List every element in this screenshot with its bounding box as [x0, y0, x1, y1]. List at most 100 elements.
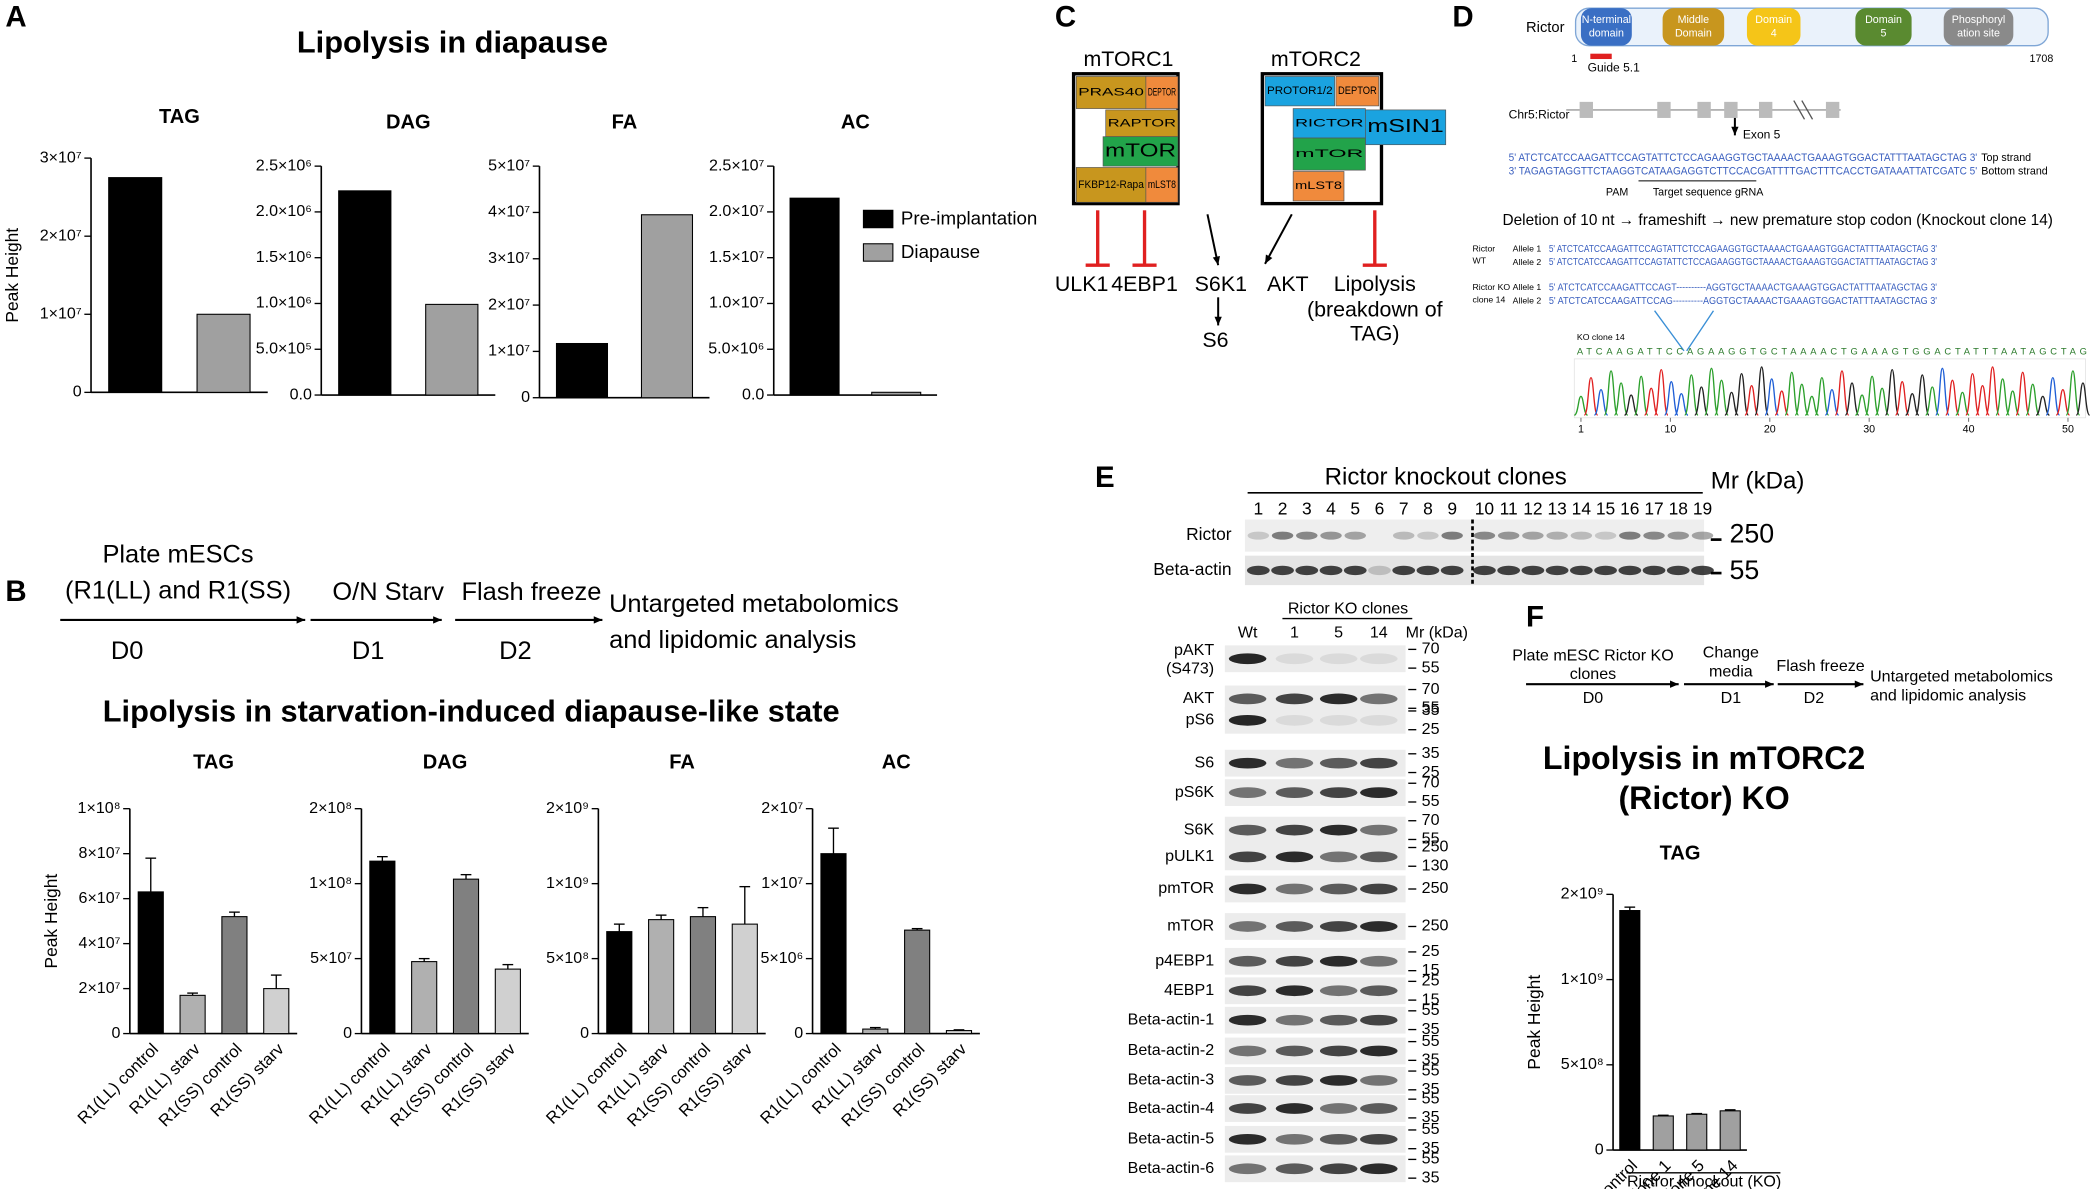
trace-peak: [2055, 389, 2071, 416]
chart-title: TAG: [159, 106, 200, 128]
y-tick-label: 0: [112, 1024, 121, 1042]
y-axis-label: Peak Height: [41, 874, 61, 969]
arrow-head: [1854, 680, 1864, 688]
domain-label: Domain: [1755, 14, 1792, 26]
band: [1569, 565, 1593, 576]
band: [1275, 1075, 1314, 1086]
y-tick-label: 1×10⁷: [40, 305, 82, 323]
sequence: 5' ATCTCATCCAAGATTCCAG----------AGGTGCTA…: [1549, 296, 1937, 307]
band: [1275, 653, 1314, 665]
band: [1275, 757, 1314, 769]
trace-peak: [1734, 372, 1749, 416]
band: [1667, 531, 1689, 540]
marker-label: 35: [1422, 701, 1440, 719]
row-label: p4EBP1: [1155, 952, 1214, 970]
lane-label: 10: [1475, 499, 1494, 519]
y-tick-label: 0: [580, 1024, 589, 1042]
trace-peak: [1814, 376, 1830, 416]
band: [1275, 693, 1314, 705]
domain: [1855, 8, 1912, 46]
bar: [640, 214, 694, 399]
domain-label: Middle: [1678, 14, 1710, 26]
bar: [425, 303, 479, 396]
y-tick-label: 2.5×10⁶: [256, 156, 312, 174]
allele-group: Rictor KO: [1473, 282, 1511, 292]
subunit: [1145, 76, 1179, 109]
flow-day: D0: [1583, 689, 1604, 707]
band: [1691, 565, 1714, 576]
marker-label: 35: [1422, 1020, 1440, 1038]
subunit: [1105, 109, 1179, 138]
row-label: pS6K: [1175, 783, 1215, 801]
band: [1473, 565, 1496, 576]
bar: [1619, 910, 1641, 1151]
trace-peak: [1995, 378, 2010, 416]
band: [1319, 565, 1343, 576]
lane-label: 1: [1253, 499, 1263, 519]
bar: [862, 1028, 889, 1035]
target-label: Target sequence gRNA: [1653, 187, 1764, 199]
bar: [606, 931, 633, 1035]
chart-title: DAG: [423, 751, 468, 773]
break-mark: [1793, 100, 1806, 120]
band: [1319, 1075, 1358, 1086]
legend-label: Pre-implantation: [901, 208, 1037, 229]
marker-label: 55: [1422, 1032, 1440, 1050]
exon-label: Exon 5: [1743, 128, 1781, 142]
subunit-label: PROTOR1/2: [1267, 85, 1333, 97]
sequence: 5' ATCTCATCCAAGATTCCAGTATTCTCCAGAAGGTGCT…: [1509, 152, 1978, 164]
panel-label: B: [5, 575, 26, 608]
bar: [1686, 1113, 1708, 1151]
position-label: 1708: [2030, 53, 2054, 65]
y-tick-label: 5×10⁶: [760, 949, 803, 967]
lane-label: 14: [1370, 624, 1388, 642]
bar: [820, 853, 847, 1035]
trace-peak: [1624, 394, 1639, 416]
band: [1343, 565, 1367, 576]
exon: [1697, 101, 1711, 118]
y-tick-label: 1×10⁷: [761, 874, 803, 892]
trace-peak: [1714, 379, 1729, 416]
marker-label: 35: [1422, 1168, 1440, 1186]
marker-label: 250: [1422, 838, 1449, 856]
trace-peak: [1694, 386, 1709, 416]
break-mark: [1801, 100, 1814, 120]
trace-peak: [1985, 366, 2000, 416]
trace-tick-label: 50: [2062, 424, 2074, 436]
y-tick-label: 2×10⁷: [79, 979, 121, 997]
band: [1319, 757, 1358, 769]
band: [1570, 531, 1593, 540]
flow-step: and lipidomic analysis: [1870, 686, 2026, 704]
alignment-line: [1686, 310, 1715, 352]
band: [1228, 824, 1267, 836]
flow-step: Flash freeze: [1776, 657, 1864, 675]
trace-peak: [1724, 391, 1739, 416]
band: [1275, 714, 1314, 726]
sequence: 5' ATCTCATCCAAGATTCCAGT----------AGGTGCT…: [1549, 283, 1937, 294]
band: [1360, 1133, 1398, 1145]
target-label: S6: [1202, 328, 1228, 352]
subunit-label: DEPTOR: [1148, 87, 1176, 99]
band: [1275, 824, 1314, 836]
marker-label: 55: [1422, 699, 1440, 717]
band: [1417, 531, 1439, 540]
y-tick-label: 0: [343, 1024, 352, 1042]
band: [1228, 693, 1267, 705]
trace-peak: [1643, 387, 1659, 416]
bar: [904, 929, 931, 1035]
band: [1319, 1045, 1358, 1057]
y-tick-label: 3×10⁷: [40, 148, 82, 166]
exon: [1657, 101, 1671, 118]
flow-step: (R1(LL) and R1(SS): [65, 577, 291, 605]
band: [1275, 1103, 1314, 1114]
band: [1228, 787, 1267, 798]
trace-peak: [2005, 390, 2021, 416]
lane-label: 1: [1290, 624, 1299, 642]
guide-mark: [1590, 53, 1612, 60]
trace-peak: [1704, 367, 1719, 416]
subunit-label: RAPTOR: [1108, 117, 1176, 129]
band: [1473, 531, 1496, 540]
band: [1368, 565, 1391, 576]
band: [1275, 1014, 1314, 1026]
marker-label: 130: [1422, 856, 1449, 874]
